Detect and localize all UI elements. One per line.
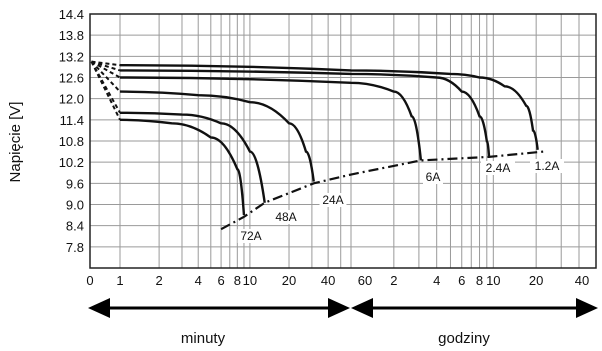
initial-drop-1.2A	[91, 60, 121, 67]
range-label-minutes: minuty	[181, 330, 226, 347]
discharge-curves	[90, 60, 544, 231]
y-tick-label: 8.4	[66, 219, 84, 234]
x-tick-labels: 0 1 2 4 6 8 10 20 40 60 2 4 6 8 10 20 40	[86, 273, 589, 288]
x-tick-label: 20	[282, 273, 296, 288]
curve-label-6A: 6A	[426, 170, 441, 184]
range-arrow-minutes	[88, 298, 350, 318]
y-tick-label: 9.6	[66, 176, 84, 191]
cutoff-curve	[220, 150, 544, 231]
x-tick-label: 2	[390, 273, 397, 288]
curve-48A	[119, 111, 266, 203]
x-tick-label: 20	[529, 273, 543, 288]
curve-label-2.4A: 2.4A	[486, 161, 511, 175]
curve-label-72A: 72A	[240, 229, 261, 243]
x-tick-label: 40	[321, 273, 335, 288]
y-tick-label: 13.2	[59, 49, 84, 64]
y-tick-label: 10.2	[59, 155, 84, 170]
curve-2.4A	[119, 69, 491, 157]
y-tick-label: 7.8	[66, 240, 84, 255]
plot-frame	[89, 13, 597, 269]
x-tick-label: 40	[575, 273, 589, 288]
curve-label-bg	[423, 170, 443, 184]
x-tick-label: 60	[358, 273, 372, 288]
y-axis-title: Napięcie [V]	[7, 102, 24, 183]
curve-6A	[119, 76, 423, 161]
x-tick-label: 4	[195, 273, 202, 288]
x-tick-label: 10	[486, 273, 500, 288]
curve-1.2A	[119, 63, 539, 150]
y-tick-labels: 14.4 13.8 13.2 12.6 12.0 11.4 10.8 10.2 9.6 9.0 8.…	[59, 7, 84, 255]
curve-72A	[119, 118, 246, 216]
x-tick-label: 8	[476, 273, 483, 288]
grid	[90, 13, 596, 268]
x-tick-label: 1	[116, 273, 123, 288]
initial-drop-72A	[90, 61, 121, 121]
y-tick-label: 14.4	[59, 7, 84, 22]
x-tick-label: 2	[155, 273, 162, 288]
x-tick-label: 4	[433, 273, 440, 288]
curve-label-bg	[530, 159, 564, 173]
y-tick-label: 10.8	[59, 134, 84, 149]
curve-label-bg	[237, 229, 265, 243]
curve-24A	[119, 90, 315, 182]
x-tick-label: 0	[86, 273, 93, 288]
curve-label-1.2A: 1.2A	[535, 159, 560, 173]
curve-labels: 72A 48A 24A 6A 2.4A 1.2A	[237, 159, 564, 243]
initial-drop-2.4A	[91, 60, 121, 72]
y-tick-label: 12.0	[59, 92, 84, 107]
y-tick-label: 13.8	[59, 28, 84, 43]
curve-label-bg	[272, 210, 300, 224]
curve-label-24A: 24A	[322, 193, 343, 207]
range-arrow-hours	[351, 298, 598, 318]
y-tick-label: 11.4	[60, 113, 84, 128]
x-tick-label: 6	[458, 273, 465, 288]
x-tick-label: 6	[217, 273, 224, 288]
initial-drop-6A	[91, 60, 121, 79]
curve-label-bg	[319, 193, 347, 207]
y-tick-label: 12.6	[59, 71, 84, 86]
x-tick-label: 10	[243, 273, 257, 288]
x-tick-label: 8	[234, 273, 241, 288]
curve-label-bg	[481, 161, 515, 175]
curve-label-48A: 48A	[275, 210, 296, 224]
range-label-hours: godziny	[438, 330, 490, 347]
y-tick-label: 9.0	[66, 198, 84, 213]
